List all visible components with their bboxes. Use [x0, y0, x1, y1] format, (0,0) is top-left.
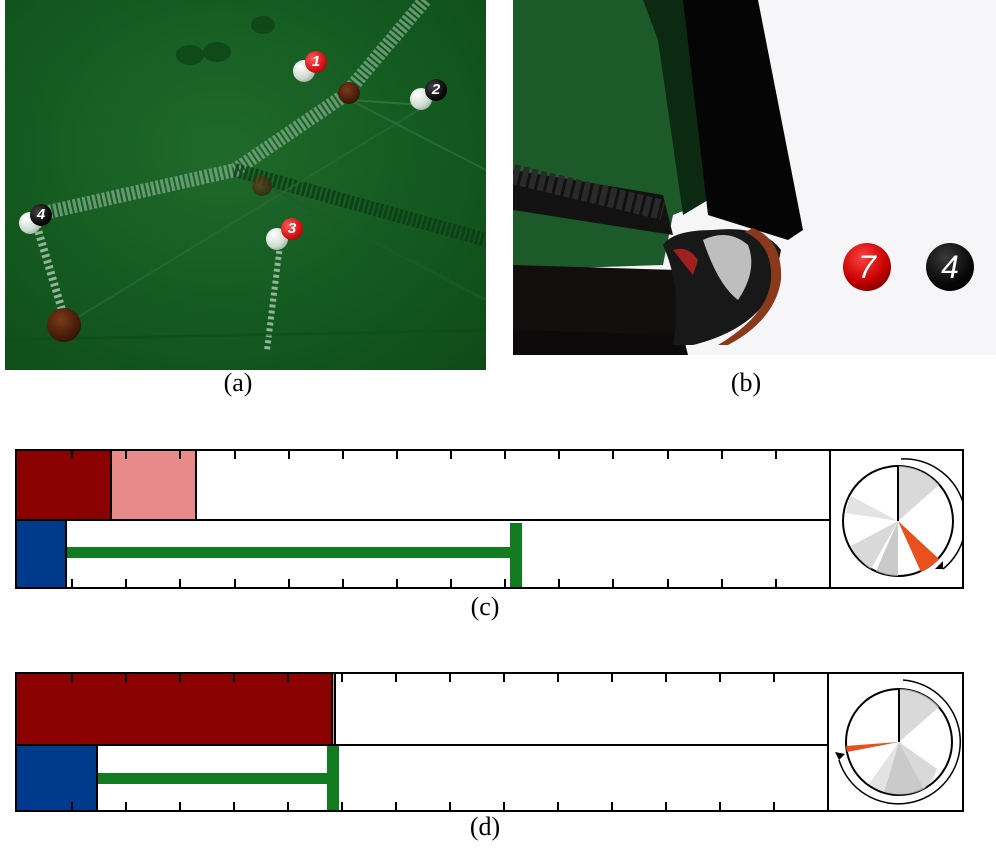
tick-mark — [775, 451, 777, 459]
pocket-view-b: 7 4 — [513, 0, 996, 355]
tick-mark — [341, 802, 343, 810]
tick-mark — [558, 579, 560, 587]
tick-mark — [719, 802, 721, 810]
ball-2: 2 — [425, 79, 447, 101]
tick-mark — [234, 451, 236, 459]
tick-mark — [611, 674, 613, 682]
tick-mark — [125, 802, 127, 810]
tick-mark — [449, 802, 451, 810]
tick-mark — [773, 674, 775, 682]
tick-mark — [71, 802, 73, 810]
tick-mark — [233, 674, 235, 682]
tick-mark — [342, 579, 344, 587]
tick-mark — [287, 674, 289, 682]
tick-mark — [233, 802, 235, 810]
dark-ball — [47, 308, 81, 342]
tick-mark — [721, 579, 723, 587]
tick-mark — [71, 674, 73, 682]
tick-mark — [125, 451, 127, 459]
tick-mark — [557, 802, 559, 810]
dark-ball — [252, 176, 272, 196]
tick-mark — [449, 674, 451, 682]
bar-blue — [17, 521, 67, 587]
trajectory-lines-a — [5, 0, 486, 351]
tick-mark — [503, 802, 505, 810]
tick-mark — [288, 451, 290, 459]
pocket-scene — [513, 0, 803, 355]
track-divider — [17, 519, 829, 521]
tick-mark — [179, 579, 181, 587]
tick-mark — [667, 579, 669, 587]
tick-mark — [396, 579, 398, 587]
pie-highlight-slice — [898, 521, 939, 572]
tick-mark — [234, 579, 236, 587]
tick-mark — [396, 451, 398, 459]
tick-mark — [775, 579, 777, 587]
timeline-c — [15, 449, 967, 589]
caption-c: (c) — [470, 592, 500, 621]
tick-mark — [179, 451, 181, 459]
tick-mark — [558, 451, 560, 459]
tick-mark — [773, 802, 775, 810]
ball-1: 1 — [305, 51, 327, 73]
tick-mark — [557, 674, 559, 682]
angle-pie-c — [842, 458, 967, 577]
tick-mark — [503, 674, 505, 682]
caption-b: (b) — [730, 368, 762, 397]
tick-mark — [504, 451, 506, 459]
bar-green-end — [510, 523, 522, 587]
bar-blue — [17, 746, 98, 810]
bar-dark-red — [17, 674, 331, 744]
tick-mark — [504, 579, 506, 587]
tick-mark — [125, 674, 127, 682]
bar-light-red — [331, 674, 336, 744]
bar-green-line — [67, 547, 516, 558]
tick-mark — [71, 579, 73, 587]
tick-mark — [719, 674, 721, 682]
pie-highlight-slice — [846, 742, 899, 752]
bar-dark-red — [17, 451, 110, 519]
dark-ball — [338, 82, 360, 104]
timeline-d — [15, 672, 964, 812]
ball-4: 4 — [30, 204, 52, 226]
ball-7: 7 — [843, 243, 891, 291]
pie-d-box — [827, 674, 962, 810]
tick-mark — [667, 451, 669, 459]
tick-mark — [287, 802, 289, 810]
tick-mark — [612, 451, 614, 459]
caption-a: (a) — [223, 368, 253, 397]
tick-mark — [288, 579, 290, 587]
tick-mark — [721, 451, 723, 459]
caption-d: (d) — [469, 812, 501, 841]
bar-light-red — [110, 451, 197, 519]
ball-3: 3 — [281, 218, 303, 240]
tick-mark — [125, 579, 127, 587]
tick-mark — [611, 802, 613, 810]
tick-mark — [395, 674, 397, 682]
tick-mark — [179, 674, 181, 682]
tick-mark — [71, 451, 73, 459]
track-divider — [17, 744, 827, 746]
angle-pie-d — [835, 679, 962, 805]
tick-mark — [450, 451, 452, 459]
tick-mark — [395, 802, 397, 810]
tick-mark — [179, 802, 181, 810]
bar-green-end — [327, 746, 339, 810]
bar-green-line — [98, 773, 333, 784]
ball-4-b: 4 — [926, 243, 974, 291]
tick-mark — [665, 802, 667, 810]
tick-mark — [342, 451, 344, 459]
tick-mark — [341, 674, 343, 682]
table-view-a: 1 2 3 4 — [5, 0, 486, 370]
pie-c-box — [829, 451, 967, 587]
tick-mark — [665, 674, 667, 682]
tick-mark — [612, 579, 614, 587]
tick-mark — [450, 579, 452, 587]
